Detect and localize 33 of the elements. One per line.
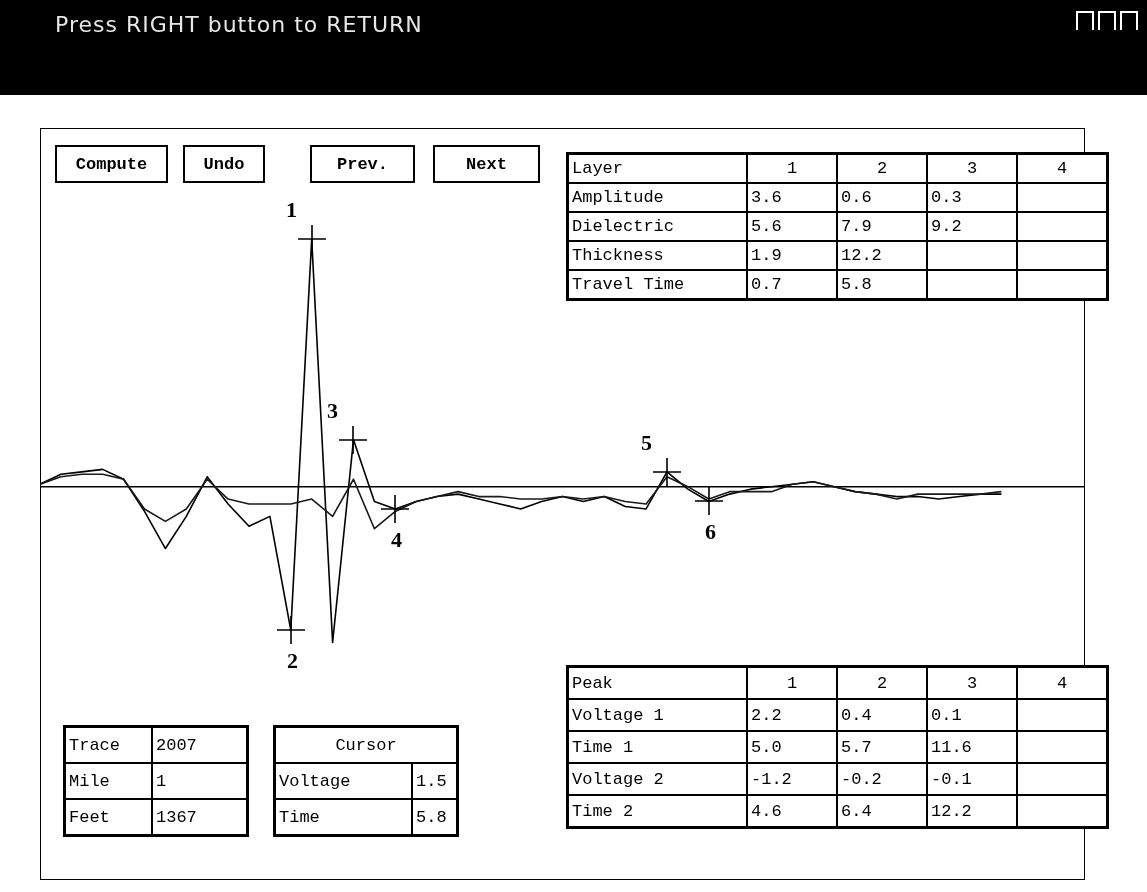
annotation: 1.9: [747, 241, 837, 270]
text: 1: [286, 197, 297, 223]
text: 7.9: [841, 217, 872, 236]
annotation: Thickness: [567, 241, 747, 270]
annotation: 0.7: [747, 270, 837, 300]
annotation: Travel Time: [567, 270, 747, 300]
text: Dielectric: [572, 217, 675, 236]
button: Prev.: [310, 145, 415, 183]
annotation: 4: [391, 527, 402, 553]
text: 9.2: [931, 217, 962, 236]
text: 3: [966, 159, 978, 178]
annotation: 6: [705, 519, 716, 545]
text: Amplitude: [572, 188, 664, 207]
text: 3.6: [751, 188, 782, 207]
annotation: 5.8: [837, 270, 927, 300]
text: 4: [1056, 159, 1068, 178]
chart-title: Press RIGHT button to RETURN: [55, 12, 423, 37]
text: Layer: [572, 159, 624, 178]
text: 2: [287, 648, 298, 674]
text: 0.6: [841, 188, 872, 207]
button: Undo: [183, 145, 265, 183]
button: Compute: [55, 145, 168, 183]
text: 5.6: [751, 217, 782, 236]
table: Trace 2007 Mile 1 Feet 1367: [63, 725, 249, 837]
text: 2: [876, 159, 888, 178]
annotation: 5: [641, 430, 652, 456]
table: Cursor Voltage 1.5 Time 5.8: [273, 725, 459, 837]
button: Next: [433, 145, 540, 183]
text: 0.3: [931, 188, 962, 207]
table: Peak 1 2 3 4 Voltage 1 2.2 0.4 0.1 Time 1 5.0 5.7 11.6 Voltage 2 -1.2 -0.2 -0.1 Time 2 4.6 6.4 12.2: [566, 665, 1109, 829]
annotation: 12.2: [837, 241, 927, 270]
text: 1: [786, 159, 798, 178]
annotation: 3: [327, 398, 338, 424]
